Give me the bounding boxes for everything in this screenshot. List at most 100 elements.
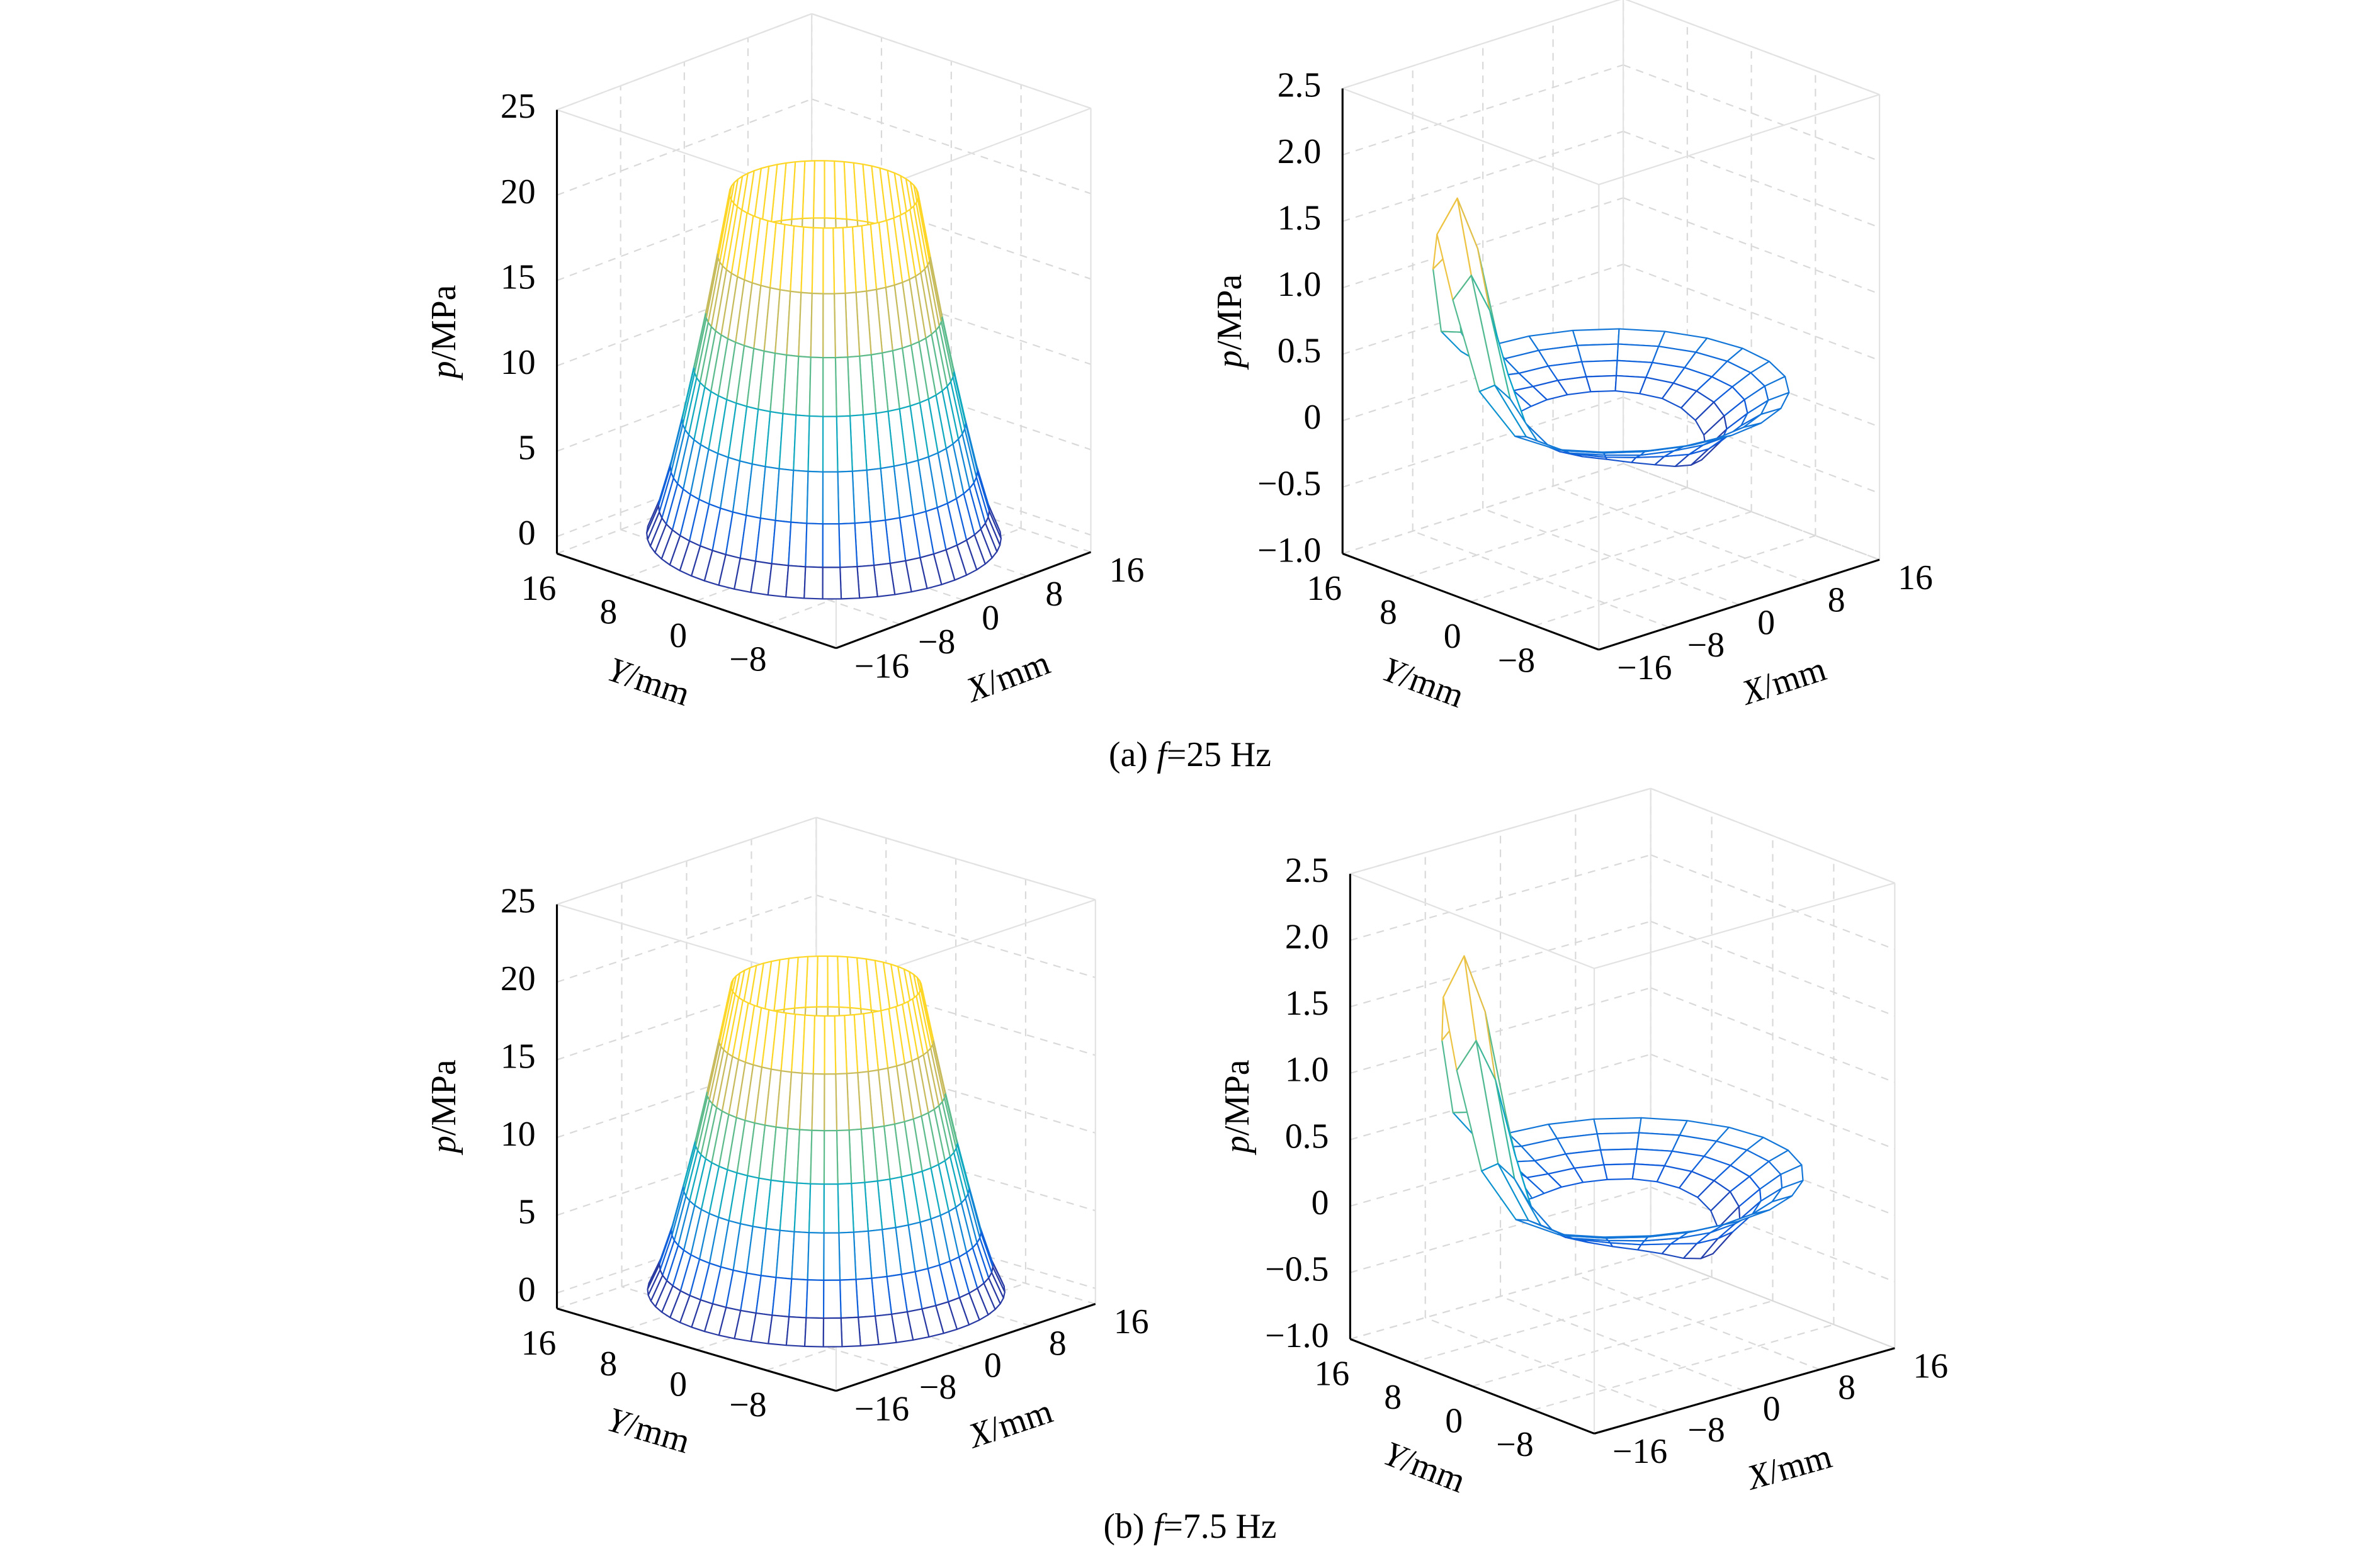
grid-line <box>1650 920 1895 1017</box>
z-tick-label: 0.5 <box>1285 1117 1329 1156</box>
surface-cell <box>788 521 808 568</box>
x-axis-label: X/mm <box>963 1392 1058 1457</box>
grid-line <box>816 894 1096 978</box>
surface-cell <box>840 1316 861 1348</box>
grid-line <box>1650 854 1895 950</box>
surface-cell <box>798 291 813 358</box>
z-tick-label: 0 <box>518 514 536 553</box>
surface-cell <box>858 1315 880 1347</box>
surface-cell <box>811 227 824 295</box>
x-tick-label: 16 <box>1109 551 1145 590</box>
y-tick-label: −8 <box>1496 1425 1533 1464</box>
z-tick-label: 15 <box>501 1037 536 1076</box>
z-tick-label: 15 <box>501 257 536 296</box>
surface-cell <box>793 414 810 472</box>
x-axis-label: X/mm <box>1736 649 1831 713</box>
box-edge <box>1598 94 1880 186</box>
z-axis-label-unit: /MPa <box>1210 274 1249 351</box>
surface-cell <box>795 356 812 417</box>
surface-cell <box>815 955 829 1008</box>
box-edge <box>816 816 1096 901</box>
box-edge <box>1342 0 1621 89</box>
z-tick-label: 1.5 <box>1285 984 1329 1023</box>
z-tick-label: 0.5 <box>1278 332 1322 371</box>
x-tick-label: −8 <box>1687 626 1725 665</box>
z-tick-label: 25 <box>501 87 536 126</box>
surface-cell <box>1593 1117 1642 1135</box>
x-tick-label: 16 <box>1898 558 1933 597</box>
surface-cell <box>823 1232 841 1281</box>
y-tick-label: 0 <box>1444 617 1461 656</box>
surface-cell <box>785 1316 807 1347</box>
z-axis-label-var: p <box>424 361 463 381</box>
box-edge <box>1594 882 1895 969</box>
box-edge <box>1350 787 1651 875</box>
x-tick-label: 0 <box>1757 603 1775 642</box>
surface-cell <box>1603 1163 1636 1180</box>
x-tick-label: −8 <box>919 1368 956 1407</box>
surface-cell <box>834 1015 848 1075</box>
box-edge <box>557 13 812 111</box>
surface-cell <box>836 415 853 473</box>
grid-line <box>1650 1186 1895 1283</box>
y-tick-label: 16 <box>1314 1355 1349 1394</box>
surface-cell <box>822 567 842 600</box>
surface-cell <box>822 1317 843 1348</box>
surface-cell <box>853 1230 873 1280</box>
grid-line <box>557 894 817 983</box>
grid-line <box>1623 197 1880 295</box>
grid-line <box>1471 1300 1773 1387</box>
surface-cell <box>1603 1235 1652 1239</box>
surface-cell <box>793 1182 812 1234</box>
x-tick-label: −16 <box>854 1389 909 1428</box>
surface-cell <box>805 522 824 568</box>
grid-line <box>1650 987 1895 1083</box>
x-axis-label: X/mm <box>1742 1436 1836 1497</box>
surface-cell <box>800 226 814 295</box>
surface-cell <box>803 566 824 600</box>
x-tick-label: −16 <box>1617 648 1672 687</box>
y-tick-label: 0 <box>1445 1402 1463 1441</box>
y-axis-label: Y/mm <box>603 650 694 713</box>
grid-line <box>1650 1053 1895 1150</box>
grid-line <box>1533 1324 1834 1411</box>
y-axis <box>557 1307 837 1392</box>
x-axis <box>1598 558 1880 651</box>
surface-cell <box>1616 343 1660 364</box>
x-tick-label: 0 <box>1763 1389 1781 1428</box>
surface-cell <box>839 566 861 600</box>
x-tick-label: 0 <box>984 1346 1002 1385</box>
grid-line <box>1623 64 1880 162</box>
y-tick-label: 16 <box>1306 569 1342 608</box>
box-edge <box>811 13 1091 110</box>
x-tick-label: 16 <box>1114 1302 1149 1341</box>
grid-line <box>1623 396 1880 494</box>
surface-cell <box>856 564 878 599</box>
grid-line <box>1425 1317 1670 1413</box>
surface-cell <box>808 1183 825 1234</box>
z-tick-label: 25 <box>501 882 536 921</box>
x-tick-label: 16 <box>1913 1346 1948 1385</box>
y-axis-label-unit: /mm <box>621 656 695 714</box>
surface-cell <box>836 1129 853 1185</box>
surface-cell <box>837 1183 854 1234</box>
surface-cell <box>796 1129 813 1185</box>
x-tick-label: 8 <box>1045 575 1063 614</box>
z-tick-label: −0.5 <box>1265 1249 1329 1289</box>
grid-line <box>1350 987 1651 1074</box>
surface-cell <box>790 470 809 524</box>
surface-cell <box>838 1231 857 1281</box>
grid-line <box>1406 487 1688 578</box>
surface-cell <box>807 415 824 473</box>
box-edge <box>1650 787 1895 884</box>
y-axis-label-unit: /mm <box>1397 1441 1471 1501</box>
surface-cell <box>822 293 836 359</box>
surface-cell <box>822 1279 842 1319</box>
z-axis-label: p/MPa <box>1218 1059 1257 1156</box>
y-tick-label: 16 <box>521 569 557 608</box>
grid-line <box>557 1050 817 1139</box>
surface-cell <box>822 471 840 525</box>
z-tick-label: 0 <box>518 1270 536 1309</box>
z-tick-label: −1.0 <box>1265 1316 1329 1355</box>
surface-cell <box>806 470 824 525</box>
